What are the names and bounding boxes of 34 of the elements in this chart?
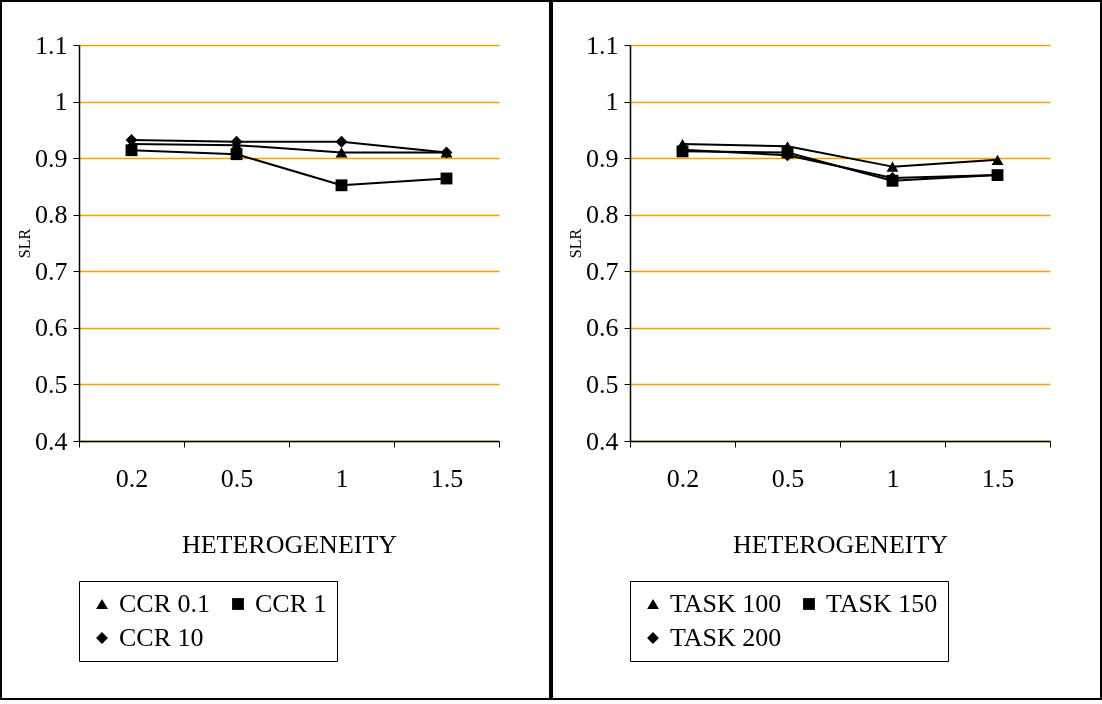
y-tick-label: 1.1 <box>586 30 619 60</box>
x-axis-title: HETEROGENEITY <box>732 529 949 559</box>
y-tick-label: 0.9 <box>586 143 619 173</box>
legend-label: CCR 0.1 <box>119 589 211 618</box>
legend-label: TASK 200 <box>670 623 782 652</box>
y-tick-label: 0.9 <box>35 143 68 173</box>
x-tick-label: 0.2 <box>666 463 700 493</box>
y-tick-label: 0.6 <box>35 313 68 343</box>
x-tick-label: 1.5 <box>981 463 1015 493</box>
y-tick-label: 0.8 <box>586 200 619 230</box>
y-tick-label: 0.7 <box>586 256 619 286</box>
y-tick-label: 1.1 <box>35 30 68 60</box>
x-tick-label: 0.5 <box>771 463 805 493</box>
x-tick-label: 0.2 <box>115 463 149 493</box>
x-tick-label: 1 <box>335 463 349 493</box>
x-tick-label: 0.5 <box>220 463 254 493</box>
x-axis-title: HETEROGENEITY <box>181 529 398 559</box>
y-tick-label: 1 <box>605 87 619 117</box>
y-tick-label: 0.5 <box>586 369 619 399</box>
y-axis-title: SLR <box>567 228 584 259</box>
x-tick-label: 1.5 <box>430 463 464 493</box>
y-tick-label: 1 <box>54 87 68 117</box>
y-axis-title: SLR <box>16 228 33 259</box>
legend-label: TASK 150 <box>826 589 938 618</box>
y-tick-label: 0.5 <box>35 369 68 399</box>
x-tick-label: 1 <box>886 463 900 493</box>
y-tick-label: 0.6 <box>586 313 619 343</box>
legend-label: CCR 10 <box>119 623 204 652</box>
legend-label: TASK 100 <box>670 589 782 618</box>
y-tick-label: 0.4 <box>586 426 619 456</box>
y-tick-label: 0.8 <box>35 200 68 230</box>
y-tick-label: 0.4 <box>35 426 68 456</box>
legend-label: CCR 1 <box>255 589 327 618</box>
y-tick-label: 0.7 <box>35 256 68 286</box>
